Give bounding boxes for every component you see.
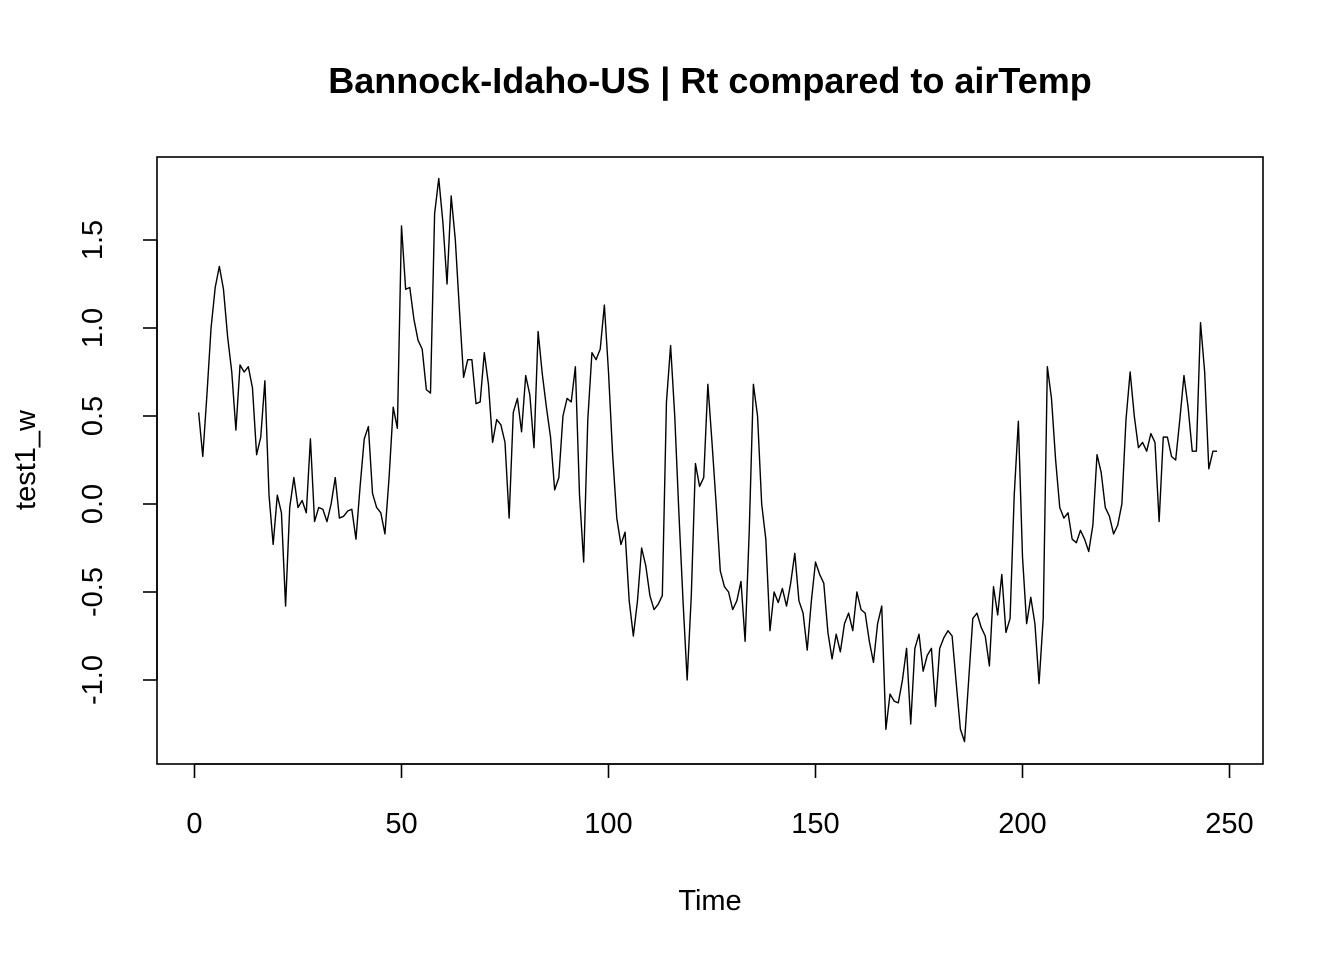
- x-tick-label: 250: [1205, 808, 1253, 840]
- x-tick-label: 50: [385, 808, 417, 840]
- y-axis-label: test1_w: [10, 409, 42, 510]
- x-tick-label: 200: [998, 808, 1046, 840]
- y-tick-label: 0.0: [77, 484, 109, 524]
- y-tick-label: 1.5: [77, 220, 109, 260]
- series-line: [197, 177, 1218, 743]
- x-tick-label: 0: [186, 808, 202, 840]
- x-tick-label: 150: [791, 808, 839, 840]
- y-tick-label: -1.0: [77, 655, 109, 705]
- y-axis: -1.0 -0.5 0.0 0.5 1.0 1.5: [77, 220, 158, 705]
- y-tick-label: 0.5: [77, 396, 109, 436]
- y-tick-label: -0.5: [77, 567, 109, 617]
- x-axis: 0 50 100 150 200 250: [186, 763, 1254, 840]
- x-axis-label: Time: [678, 885, 741, 917]
- y-tick-label: 1.0: [77, 308, 109, 348]
- x-tick-label: 100: [584, 808, 632, 840]
- chart-title: Bannock-Idaho-US | Rt compared to airTem…: [328, 60, 1092, 102]
